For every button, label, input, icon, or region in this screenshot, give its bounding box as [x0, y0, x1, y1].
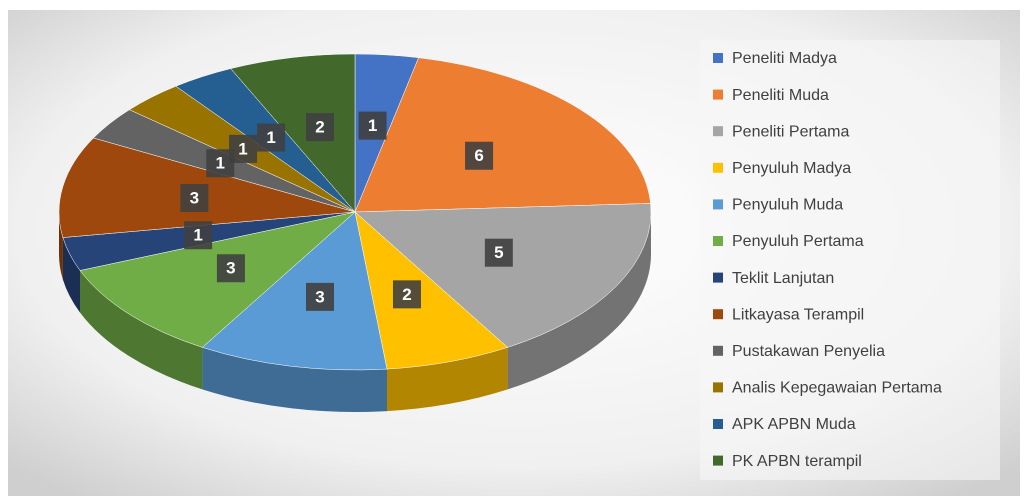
legend-label: PK APBN terampil [732, 453, 862, 470]
legend-swatch [713, 455, 723, 466]
value-label-box [392, 280, 421, 309]
value-label: 1 [266, 128, 275, 147]
legend-label: Peneliti Muda [732, 87, 829, 104]
slice-side-shade [387, 347, 508, 412]
legend-label: Peneliti Madya [732, 50, 837, 67]
slice-side-shade [507, 212, 651, 390]
value-label: 5 [494, 243, 503, 262]
legend-swatch [713, 162, 723, 173]
value-label: 1 [216, 154, 225, 173]
legend-label: Penyuluh Pertama [732, 233, 864, 250]
value-label-box [306, 282, 335, 311]
value-label: 3 [226, 259, 235, 278]
slice [230, 53, 356, 213]
value-label-box [216, 254, 245, 283]
slice-side [59, 212, 63, 280]
slice-side-shade [202, 347, 388, 412]
legend-swatch [713, 309, 723, 320]
value-label-box [358, 111, 387, 140]
slice-side [507, 212, 651, 390]
legend-swatch [713, 199, 723, 210]
legend: Peneliti Madya Peneliti Muda Peneliti Pert… [713, 50, 942, 470]
slice [354, 57, 651, 213]
value-label: 1 [368, 116, 377, 135]
legend-label: Pustakawan Penyelia [732, 343, 885, 360]
value-label-box [484, 238, 513, 267]
slice [354, 211, 509, 370]
slice-side [62, 237, 81, 313]
value-label-box [257, 123, 286, 152]
legend-swatch [713, 126, 723, 137]
slice-side [202, 347, 388, 412]
value-label: 1 [193, 226, 202, 245]
value-label-box [465, 141, 494, 170]
legend-label: Teklit Lanjutan [732, 270, 834, 287]
legend-label: Penyuluh Madya [732, 160, 851, 177]
legend-swatch [713, 236, 723, 246]
value-label-box [180, 183, 209, 212]
value-label-box [229, 134, 258, 163]
value-label: 3 [315, 287, 324, 306]
pie-tops [58, 53, 652, 371]
legend-swatch [713, 53, 723, 63]
pie-sides [59, 212, 651, 412]
slice-side-shade [80, 270, 203, 390]
legend-label: Penyuluh Muda [732, 197, 843, 214]
legend-swatch [713, 272, 723, 283]
value-label: 2 [315, 118, 324, 137]
legend-label: Peneliti Pertama [732, 123, 849, 140]
value-label: 6 [474, 146, 483, 165]
value-label: 2 [402, 285, 411, 304]
legend-label: Analis Kepegawaian Pertama [732, 380, 942, 397]
value-label-box [184, 221, 213, 250]
legend-swatch [713, 382, 723, 393]
legend-box [700, 40, 1000, 480]
slice [354, 203, 652, 348]
value-label: 3 [190, 188, 199, 207]
legend-swatch [713, 345, 723, 356]
value-label-box [306, 113, 335, 142]
legend-label: APK APBN Muda [732, 416, 856, 433]
slice-side [80, 270, 203, 390]
slice-side [387, 347, 508, 412]
legend-swatch [713, 419, 723, 429]
value-label: 1 [238, 139, 247, 158]
legend-label: Litkayasa Terampil [732, 306, 864, 323]
slice-side-shade [59, 212, 63, 280]
slice [201, 211, 388, 371]
legend-swatch [713, 89, 723, 100]
slice-side-shade [62, 237, 81, 313]
